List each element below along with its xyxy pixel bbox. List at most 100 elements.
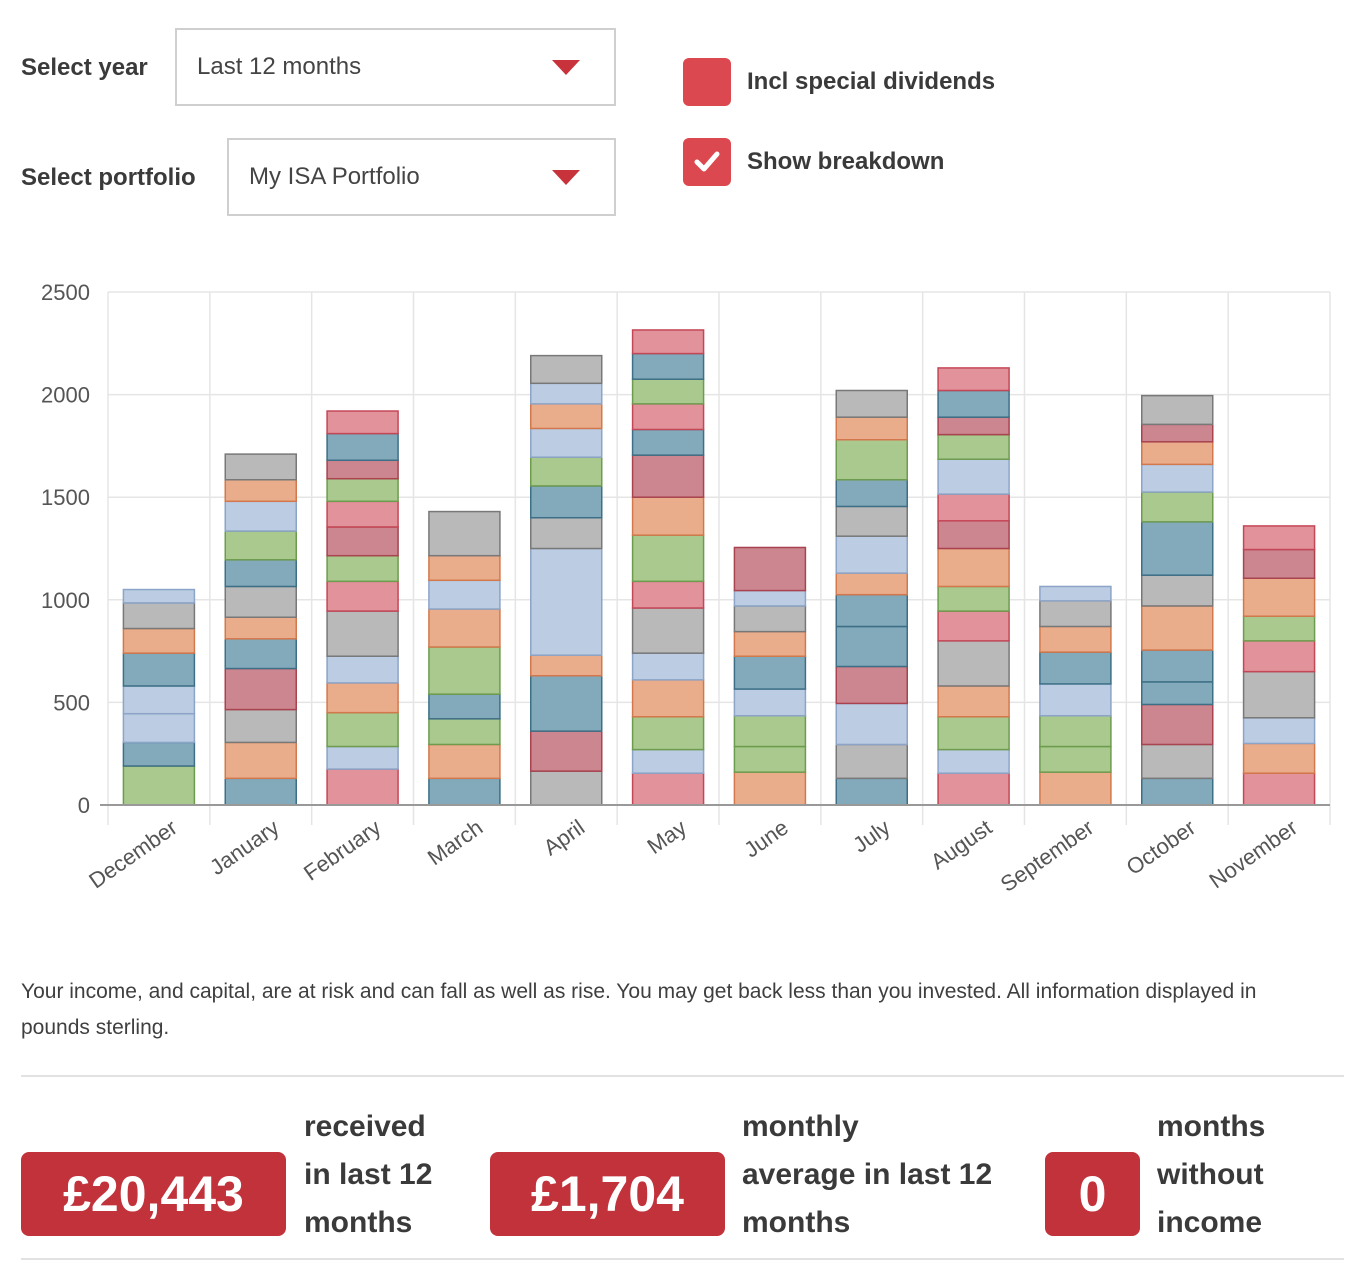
bar-segment	[224, 616, 297, 640]
bar-segment	[530, 485, 603, 519]
bar-segment	[530, 516, 603, 550]
monthly-average-badge: £1,704	[490, 1152, 725, 1236]
bar-segment	[122, 652, 196, 687]
bar-segment	[224, 638, 297, 670]
bar-segment	[631, 652, 705, 681]
x-tick-label: February	[299, 815, 385, 886]
x-tick-label: May	[643, 815, 691, 859]
bar-segment	[1242, 670, 1316, 719]
bar-segment	[224, 530, 297, 561]
bar-segment	[1141, 394, 1214, 426]
bar-segment	[224, 500, 297, 532]
bar-segment	[326, 711, 399, 748]
bar-segment	[1242, 548, 1316, 580]
bar-segment	[835, 572, 908, 596]
show-breakdown-checkbox[interactable]: Show breakdown	[683, 138, 944, 186]
special-dividends-checkbox[interactable]: Incl special dividends	[683, 58, 995, 106]
bar-segment	[122, 627, 196, 654]
bar-segment	[428, 608, 501, 648]
bar-segment	[631, 580, 705, 609]
bar-segment	[530, 382, 603, 405]
bar-segment	[428, 693, 501, 720]
bar-segment	[937, 716, 1010, 751]
dividend-income-chart: 0 500 1000 1500 2000 2500 December January Febru…	[41, 280, 1331, 897]
bar-segment	[530, 547, 603, 656]
monthly-average-caption: monthly average in last 12 months	[742, 1110, 993, 1239]
bar-segment	[326, 432, 399, 462]
bar-segment	[733, 546, 807, 592]
bar-segment	[1141, 441, 1214, 466]
bar-segment	[122, 712, 196, 744]
x-tick-label: June	[739, 815, 792, 863]
bar-segment	[1242, 640, 1316, 673]
bar-segment	[326, 500, 399, 528]
bar-segment	[1141, 777, 1214, 806]
bar-segment	[224, 479, 297, 503]
bar-segment	[326, 580, 399, 612]
bar-segment	[937, 367, 1010, 392]
bar-segment	[1141, 743, 1214, 780]
bar-segment	[224, 708, 297, 744]
bar-segment	[122, 741, 196, 767]
bar-segment	[1141, 491, 1214, 523]
checkbox-box[interactable]	[683, 138, 731, 186]
bar-segment	[428, 510, 501, 557]
bar-segment	[1039, 585, 1112, 602]
bar-segment	[122, 602, 196, 630]
bar-segment	[530, 770, 603, 806]
bar-segment	[733, 655, 807, 690]
x-tick-label: March	[423, 815, 487, 871]
bar-segment	[733, 630, 807, 657]
bar-segment	[631, 534, 705, 583]
chevron-down-icon	[552, 60, 580, 75]
bar-segment	[326, 477, 399, 503]
bar-segment	[122, 765, 196, 806]
bar-segment	[1141, 423, 1214, 443]
bar-segment	[937, 685, 1010, 718]
bar-segment	[733, 771, 807, 806]
y-tick-label: 1500	[41, 485, 90, 510]
bar-segment	[937, 772, 1010, 806]
bar-segment	[1039, 714, 1112, 748]
bar-segment	[326, 410, 399, 435]
bar-segment	[835, 416, 908, 441]
bar-segment	[428, 579, 501, 610]
bar-segment	[835, 702, 908, 746]
bar-segment	[835, 593, 908, 628]
bar-segment	[835, 535, 908, 574]
bar-segment	[631, 428, 705, 456]
y-tick-label: 500	[53, 690, 90, 715]
bar-segment	[428, 718, 501, 746]
x-tick-label: October	[1122, 815, 1200, 880]
select-portfolio-label: Select portfolio	[21, 164, 196, 191]
bar-segment	[224, 777, 297, 806]
bar-segment	[631, 454, 705, 498]
total-received-badge: £20,443	[21, 1152, 286, 1236]
chevron-down-icon	[552, 170, 580, 185]
bar-segment	[1039, 625, 1112, 653]
bar-segment	[1141, 605, 1214, 651]
bar-segment	[428, 646, 501, 695]
bar-segment	[1039, 771, 1112, 806]
bar-segment	[835, 389, 908, 418]
year-select[interactable]: Last 12 months	[175, 28, 616, 106]
bar-segment	[224, 585, 297, 618]
y-tick-label: 1000	[41, 588, 90, 613]
bar-segment	[1242, 615, 1316, 642]
total-received-caption: received in last 12 months	[304, 1110, 433, 1239]
bar-segment	[937, 640, 1010, 687]
bar-segment	[631, 378, 705, 405]
x-tick-label: August	[926, 815, 996, 875]
portfolio-select[interactable]: My ISA Portfolio	[227, 138, 616, 216]
bar-segment	[835, 479, 908, 508]
bar-segment	[224, 741, 297, 780]
x-tick-label: November	[1204, 815, 1301, 894]
bar-segment	[733, 589, 807, 607]
x-tick-label: April	[539, 815, 589, 861]
bar-segment	[1039, 745, 1112, 773]
checkbox-box[interactable]	[683, 58, 731, 106]
bar-segment	[937, 493, 1010, 522]
bar-segment	[835, 625, 908, 668]
select-year-label: Select year	[21, 54, 148, 81]
x-tick-label: September	[996, 815, 1099, 897]
